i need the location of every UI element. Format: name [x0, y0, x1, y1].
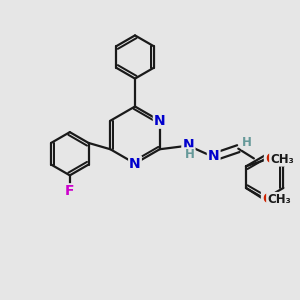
Text: N: N	[129, 157, 141, 170]
Text: O: O	[262, 192, 274, 206]
Text: F: F	[65, 184, 75, 198]
Text: H: H	[242, 136, 252, 148]
Text: N: N	[154, 114, 166, 128]
Text: H: H	[185, 148, 195, 161]
Text: CH₃: CH₃	[267, 193, 291, 206]
Text: CH₃: CH₃	[270, 153, 294, 166]
Text: O: O	[265, 152, 277, 166]
Text: N: N	[208, 149, 220, 163]
Text: N: N	[182, 138, 194, 152]
